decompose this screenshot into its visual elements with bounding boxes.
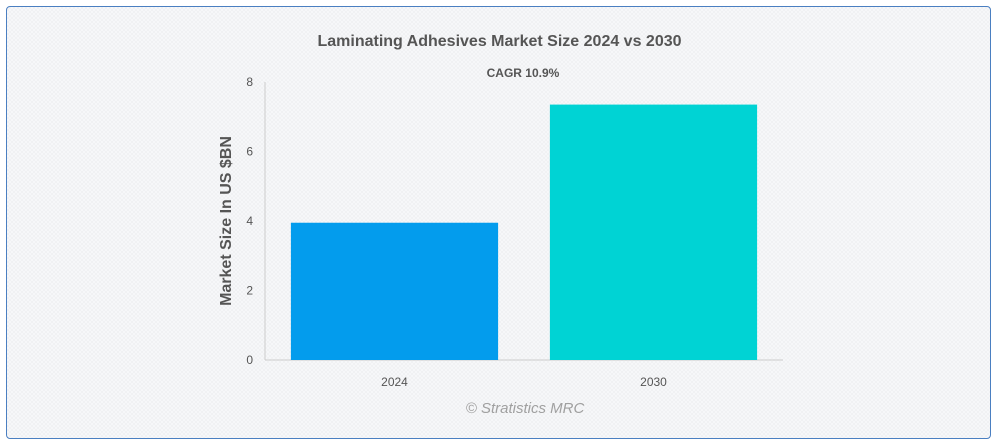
- chart-subtitle: CAGR 10.9%: [486, 66, 560, 80]
- x-tick-label: 2030: [640, 375, 667, 389]
- y-tick-label: 4: [246, 214, 253, 228]
- chart-title: Laminating Adhesives Market Size 2024 vs…: [317, 33, 682, 50]
- y-tick-label: 8: [246, 75, 253, 89]
- x-tick-label: 2024: [381, 375, 408, 389]
- bar-2030: [549, 104, 758, 361]
- chart-frame: [6, 6, 991, 439]
- y-tick-label: 0: [246, 353, 253, 367]
- y-tick-label: 6: [246, 145, 253, 159]
- credit-text: © Stratistics MRC: [465, 400, 585, 417]
- x-axis-ticks: 2024 2030: [381, 375, 667, 389]
- bar-2024: [290, 222, 499, 360]
- y-tick-label: 2: [246, 284, 253, 298]
- bars: [290, 104, 758, 361]
- y-axis-ticks: 0 2 4 6 8: [246, 75, 253, 367]
